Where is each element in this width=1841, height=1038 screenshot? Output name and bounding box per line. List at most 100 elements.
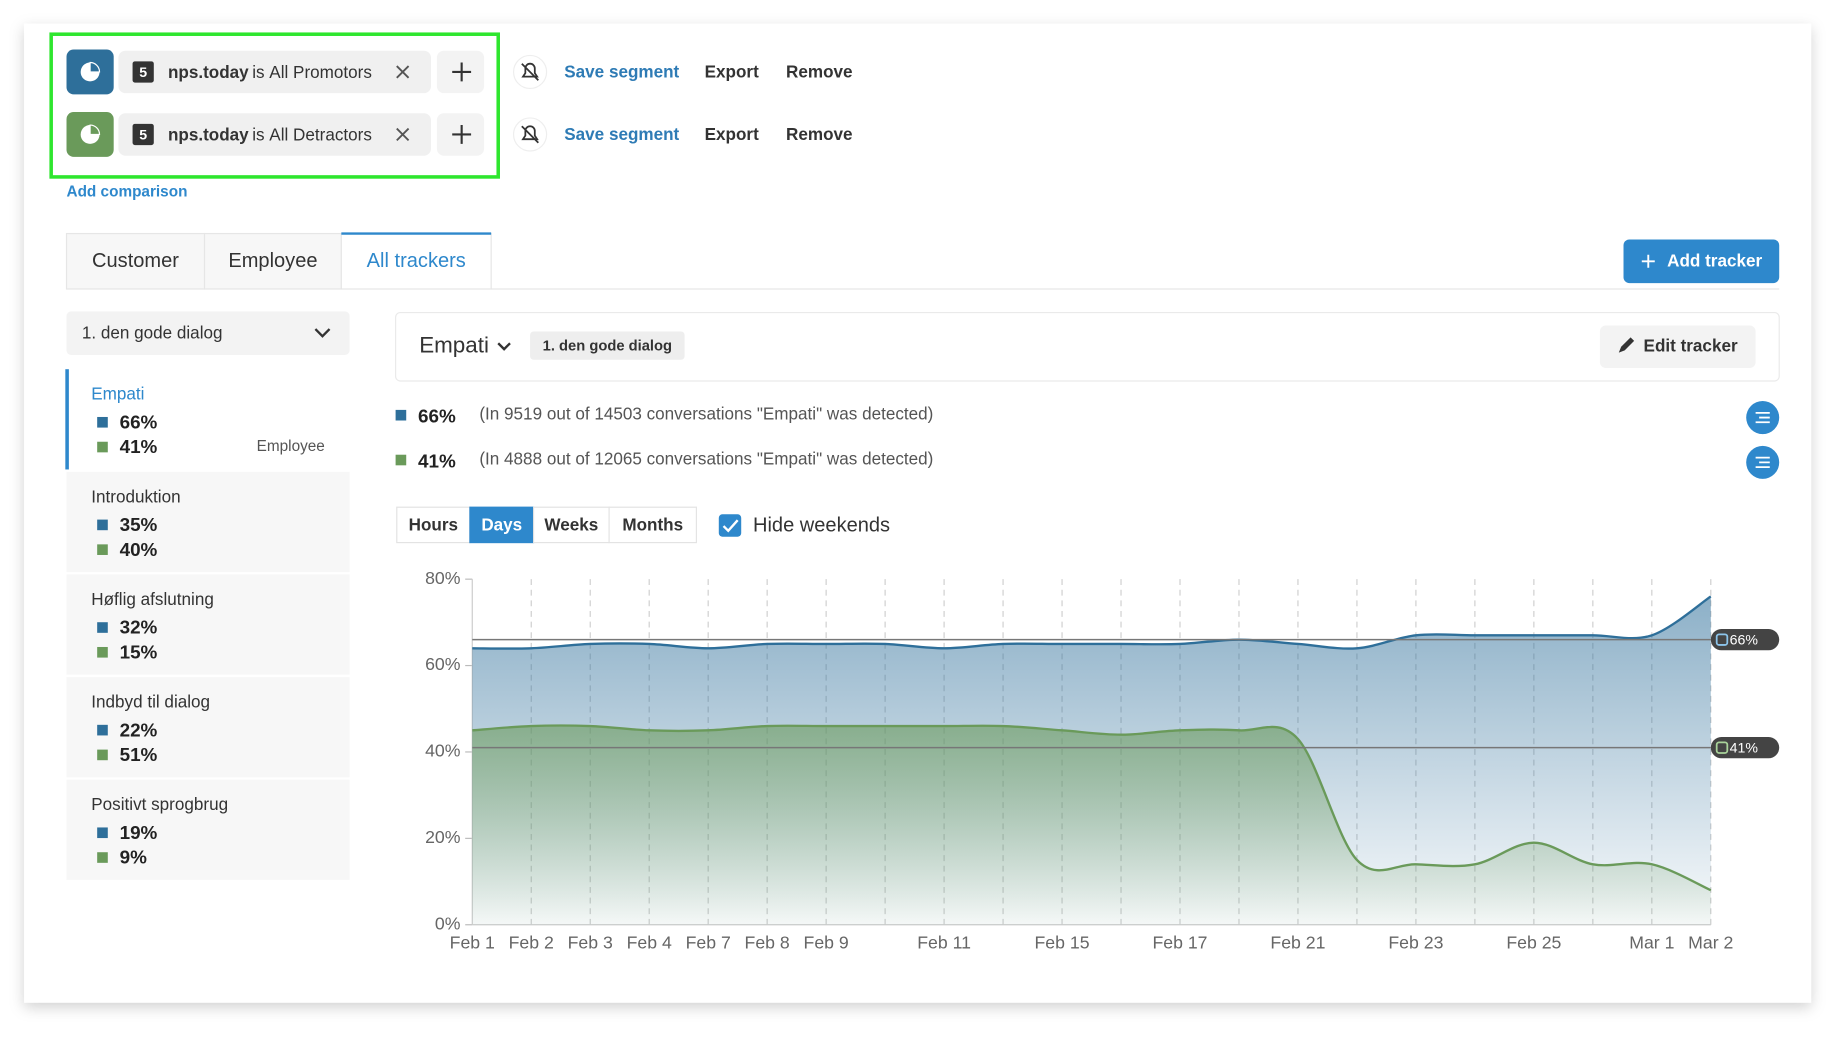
- segment-action[interactable]: Save segment: [564, 125, 679, 144]
- segment-op: is: [252, 125, 264, 144]
- reference-swatch: [1715, 633, 1729, 646]
- tab-label[interactable]: All trackers: [367, 250, 466, 272]
- granularity-button[interactable]: [396, 506, 471, 544]
- tracker-value: 41%: [120, 436, 158, 457]
- tab[interactable]: [65, 232, 206, 290]
- tracker-name[interactable]: Indbyd til dialog: [91, 693, 210, 712]
- stat-text: (In 4888 out of 12065 conversations "Emp…: [479, 450, 933, 469]
- tracker-item[interactable]: [66, 471, 350, 573]
- panel-tag: [530, 331, 685, 360]
- x-tick-label: Feb 4: [627, 932, 672, 952]
- reference-swatch: [1715, 741, 1729, 754]
- tab-label[interactable]: Employee: [228, 250, 317, 272]
- x-tick-label: Feb 2: [509, 932, 554, 952]
- tracker-name[interactable]: Empati: [91, 385, 144, 404]
- tracker-item[interactable]: [66, 574, 350, 675]
- add-tracker-label[interactable]: Add tracker: [1667, 251, 1762, 270]
- legend-square: [395, 409, 407, 421]
- segment-value: All Detractors: [269, 125, 372, 144]
- tracker-active-bar: [65, 369, 69, 470]
- granularity-button[interactable]: [608, 506, 697, 544]
- y-tick-label: 20%: [425, 827, 461, 847]
- tracker-value: 9%: [120, 847, 147, 868]
- tracker-select[interactable]: [66, 311, 350, 356]
- tracker-item[interactable]: [66, 369, 350, 470]
- segment-field: nps.today: [168, 63, 249, 82]
- y-tick-label: 0%: [435, 913, 461, 933]
- tab[interactable]: [203, 232, 342, 290]
- checkbox-label[interactable]: Hide weekends: [753, 514, 890, 536]
- segment-op: is: [252, 63, 264, 82]
- tracker-value: 19%: [120, 822, 158, 843]
- granularity-button[interactable]: [469, 506, 535, 544]
- badge-text: 5: [139, 126, 147, 142]
- checkbox[interactable]: [718, 514, 742, 537]
- granularity-label[interactable]: Months: [622, 516, 683, 535]
- badge-text: 5: [139, 64, 147, 80]
- x-tick-label: Feb 11: [917, 932, 971, 952]
- list-icon: [1755, 456, 1770, 468]
- legend-square: [97, 724, 108, 736]
- remove-icon[interactable]: [396, 65, 410, 79]
- granularity-label[interactable]: Weeks: [544, 516, 598, 535]
- tab[interactable]: [340, 232, 492, 290]
- legend-square: [97, 749, 108, 761]
- x-tick-label: Feb 15: [1035, 932, 1090, 952]
- segment-label: nps.today is All Detractors: [168, 125, 372, 144]
- tracker-name[interactable]: Introduktion: [91, 487, 180, 506]
- add-comparison[interactable]: Add comparison: [67, 183, 188, 200]
- y-tick-label: 80%: [425, 568, 461, 588]
- tracker-value: 35%: [120, 514, 158, 535]
- segment-field: nps.today: [168, 125, 249, 144]
- tracker-value: 51%: [120, 744, 158, 765]
- series-line: [472, 724, 1712, 892]
- pie-slice: [89, 61, 101, 73]
- highlight-box: [49, 32, 500, 179]
- panel-tracker[interactable]: Empati: [419, 333, 489, 358]
- reference-pill: [1710, 629, 1780, 651]
- edit-label[interactable]: Edit tracker: [1644, 336, 1738, 355]
- granularity-label[interactable]: Hours: [409, 516, 458, 535]
- segment-value: All Promotors: [269, 63, 372, 82]
- chevron: [314, 328, 331, 338]
- legend-square: [97, 827, 108, 839]
- y-tick-label: 40%: [425, 741, 461, 761]
- tracker-name[interactable]: Positivt sprogbrug: [91, 795, 228, 814]
- tracker-name[interactable]: Høflig afslutning: [91, 590, 214, 609]
- tracker-select-label: 1. den gode dialog: [82, 323, 223, 342]
- list-icon: [1755, 411, 1770, 424]
- granularity-label[interactable]: Days: [481, 516, 522, 535]
- segment-action[interactable]: Export: [705, 125, 759, 144]
- x-tick-label: Mar 1: [1629, 932, 1674, 952]
- remove-icon[interactable]: [396, 127, 410, 142]
- x-tick-label: Feb 23: [1388, 932, 1443, 952]
- segment-label: nps.today is All Promotors: [168, 63, 372, 82]
- x-tick-label: Feb 8: [745, 932, 790, 952]
- stat-pct: 41%: [418, 450, 456, 471]
- tracker-item[interactable]: [66, 779, 350, 880]
- x-tick-label: Feb 3: [568, 932, 613, 952]
- pie-slice: [89, 124, 101, 136]
- add-tracker-button[interactable]: [1623, 239, 1780, 284]
- segment-action[interactable]: Remove: [786, 125, 853, 144]
- x-tick-label: Feb 21: [1270, 932, 1325, 952]
- segment-action[interactable]: Save segment: [564, 63, 679, 82]
- segment-action[interactable]: Remove: [786, 63, 853, 82]
- tracker-item[interactable]: [66, 677, 350, 778]
- stat-text: (In 9519 out of 14503 conversations "Emp…: [479, 405, 933, 424]
- edit-button[interactable]: [1599, 325, 1756, 369]
- tab-label[interactable]: Customer: [92, 250, 179, 272]
- tracker-value: 66%: [120, 411, 158, 432]
- series-area: [472, 725, 1711, 925]
- reference-label: 66%: [1730, 632, 1759, 648]
- segment-pill: [118, 113, 431, 156]
- x-tick-label: Mar 2: [1688, 932, 1733, 952]
- badge: [132, 61, 154, 83]
- granularity-button[interactable]: [533, 506, 610, 544]
- segment-action[interactable]: Export: [705, 63, 759, 82]
- legend-square: [97, 416, 108, 428]
- tracker-value: 22%: [120, 719, 158, 740]
- x-tick-label: Feb 7: [686, 932, 731, 952]
